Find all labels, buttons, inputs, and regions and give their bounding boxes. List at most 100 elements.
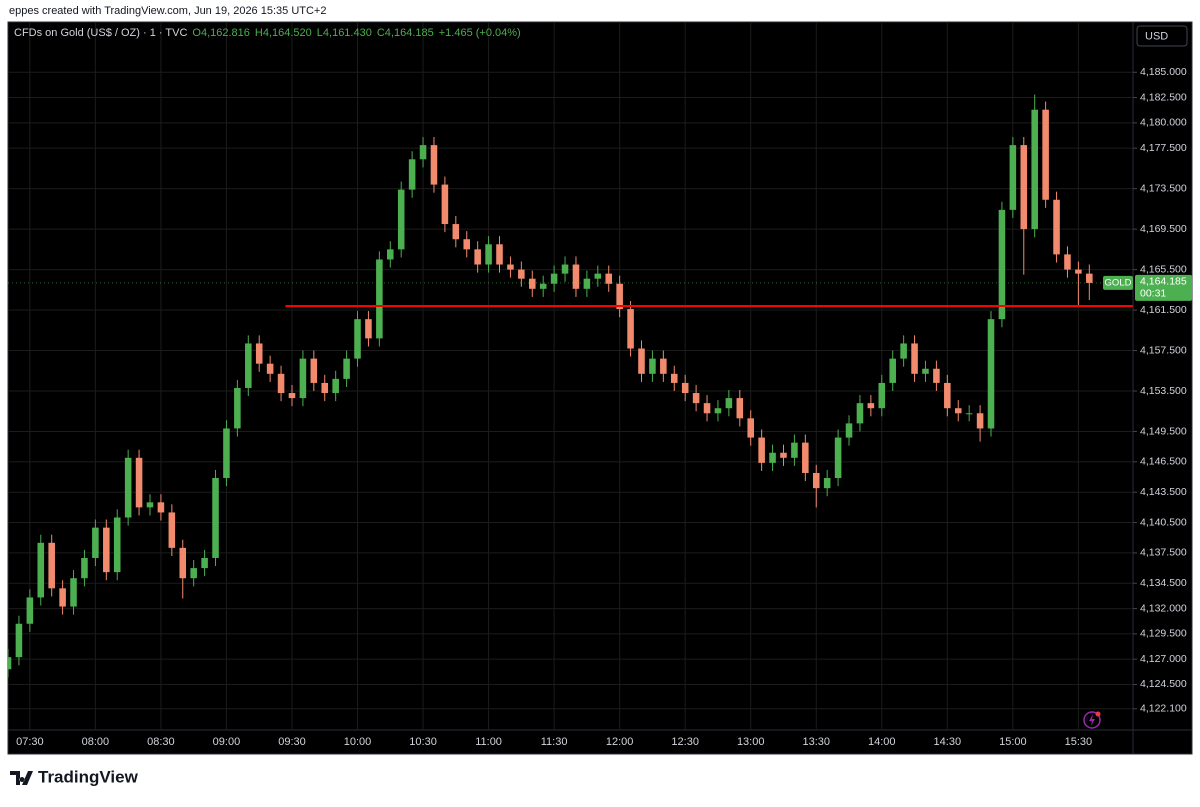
candle-body <box>933 368 940 383</box>
x-tick-label: 11:30 <box>541 736 568 748</box>
candle-body <box>605 273 613 284</box>
candle-body <box>528 278 536 289</box>
y-tick-label: 4,140.500 <box>1140 516 1187 528</box>
brand-mark <box>10 771 33 785</box>
candle-body <box>714 408 722 414</box>
candle-body <box>168 512 176 548</box>
candle-body <box>452 224 460 240</box>
labels: 4,122.100 4,124.500 4,127.000 4,129.500 4,13… <box>14 27 1192 748</box>
y-tick-label: 4,153.500 <box>1140 385 1187 397</box>
candle-body <box>70 578 77 607</box>
brand-logo[interactable]: TradingView <box>10 767 139 786</box>
candle-body <box>288 393 296 399</box>
y-tick-label: 4,134.500 <box>1140 577 1187 589</box>
symbol: CFDs on Gold (US$ / OZ) · 1 · TVC <box>14 27 187 39</box>
candle-body <box>365 319 372 339</box>
candle-body <box>616 283 623 310</box>
candle-body <box>518 269 525 279</box>
y-tick-label: 4,177.500 <box>1140 142 1187 154</box>
candle-body <box>998 209 1006 320</box>
x-tick-label: 09:30 <box>278 736 306 748</box>
x-tick-label: 12:00 <box>606 736 634 748</box>
candle-body <box>856 403 864 424</box>
alert-icon[interactable] <box>1083 711 1101 729</box>
candle-body <box>15 623 23 658</box>
candle-body <box>703 403 711 414</box>
candle-body <box>780 452 787 458</box>
candle-body <box>1053 199 1060 255</box>
y-tick-label: 4,129.500 <box>1140 628 1187 640</box>
candle-body <box>1042 109 1049 200</box>
candle-body <box>1020 145 1028 230</box>
candle-body <box>791 442 798 458</box>
candle-body <box>485 244 492 265</box>
candle-body <box>660 358 667 374</box>
credit: eppes created with TradingView.com, Jun … <box>9 5 326 17</box>
ohlc-value: O4,162.816 <box>192 27 250 39</box>
candle-body <box>507 264 514 270</box>
candle-body <box>201 557 208 569</box>
candle-body <box>124 457 132 518</box>
x-tick-label: 14:30 <box>934 736 962 748</box>
candle-body <box>987 319 995 429</box>
y-tick-label: 4,173.500 <box>1140 182 1187 194</box>
y-tick-label: 4,127.000 <box>1140 653 1187 665</box>
candle-body <box>550 273 558 284</box>
candle-body <box>179 547 187 579</box>
x-tick-label: 14:00 <box>868 736 896 748</box>
candle-body <box>594 273 602 279</box>
candle-body <box>845 423 853 438</box>
candle-body <box>812 472 820 489</box>
candle-body <box>561 264 569 274</box>
candle-body <box>954 408 962 414</box>
candle-body <box>299 358 307 399</box>
currency-box[interactable] <box>1136 25 1188 47</box>
candle-body <box>430 145 438 185</box>
candle-body <box>26 597 34 624</box>
candle-body <box>769 452 776 463</box>
x-tick-label: 08:00 <box>82 736 110 748</box>
ohlc-value: +1.465 (+0.04%) <box>439 27 521 39</box>
y-tick-label: 4,143.500 <box>1140 486 1187 498</box>
candle-body <box>583 278 591 289</box>
y-tick-label: 4,180.000 <box>1140 117 1187 129</box>
ohlc-value: L4,161.430 <box>317 27 372 39</box>
candle-body <box>376 259 383 339</box>
y-tick-label: 4,157.500 <box>1140 344 1187 356</box>
candle-body <box>343 358 350 379</box>
candle-body <box>332 378 339 394</box>
candle-body <box>965 413 973 415</box>
chart-panel <box>7 21 1193 755</box>
candle-body <box>758 437 765 463</box>
candle-body <box>1086 273 1093 283</box>
candle-body <box>1009 145 1017 210</box>
brand: TradingView <box>38 767 139 786</box>
x-tick-label: 13:00 <box>737 736 765 748</box>
x-tick-label: 10:30 <box>409 736 437 748</box>
x-tick-label: 10:00 <box>344 736 372 748</box>
candle-body <box>681 382 689 394</box>
candle-body <box>266 363 274 374</box>
alert-bolt <box>1089 714 1095 726</box>
y-tick-label: 4,185.000 <box>1140 66 1187 78</box>
candle-body <box>37 542 45 598</box>
candle-body <box>397 189 405 250</box>
candle-body <box>638 348 645 374</box>
candle-body <box>572 264 580 289</box>
alert-dot <box>1095 711 1101 717</box>
candle-body <box>212 478 219 558</box>
price-tag <box>1135 274 1192 301</box>
x-tick-label: 11:00 <box>475 736 502 748</box>
candle-body <box>463 239 471 250</box>
last-price: 4,164.185 <box>1140 276 1187 288</box>
candle-body <box>474 249 481 265</box>
candle-body <box>8 657 12 670</box>
candle-body <box>135 457 143 508</box>
x-tick-label: 13:30 <box>802 736 830 748</box>
candle-body <box>387 249 394 260</box>
countdown: 00:31 <box>1140 288 1166 300</box>
x-tick-label: 12:30 <box>671 736 699 748</box>
candle-body <box>245 343 252 388</box>
